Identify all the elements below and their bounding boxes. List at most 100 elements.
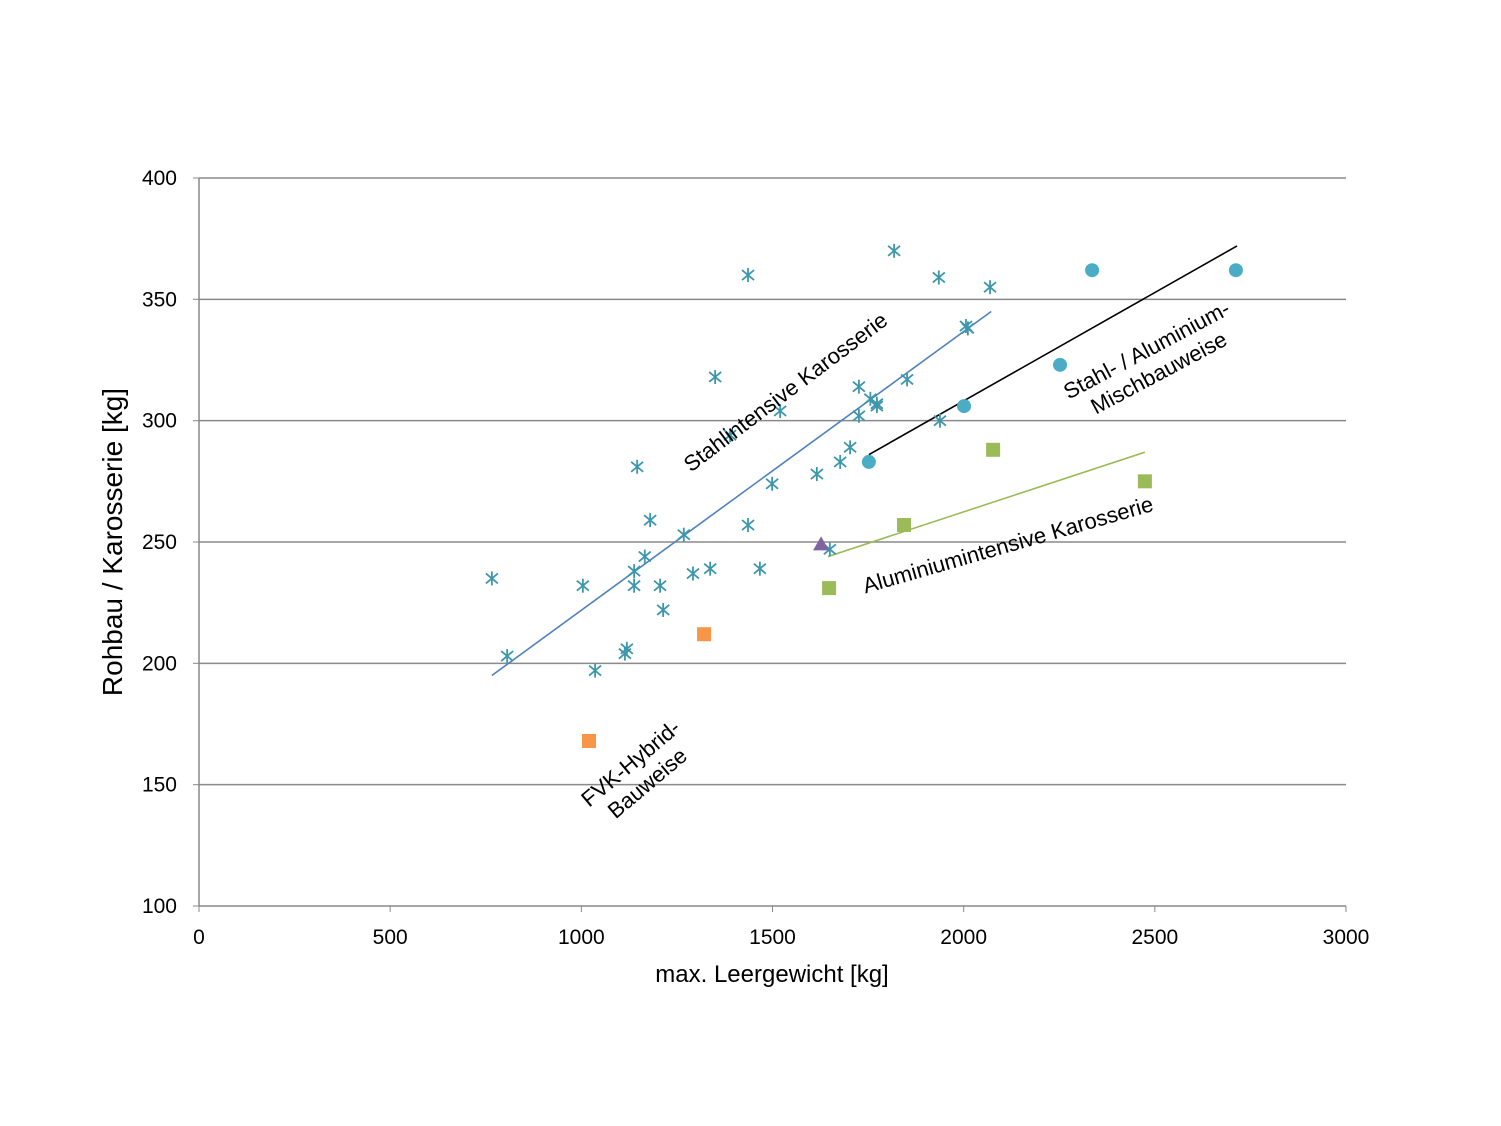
asterisk-stroke xyxy=(485,572,499,585)
asterisk-point xyxy=(708,369,722,384)
asterisk-point xyxy=(932,270,946,285)
asterisk-point xyxy=(638,549,652,564)
asterisk-stroke xyxy=(870,400,884,412)
asterisk-point xyxy=(576,578,590,593)
asterisk-point xyxy=(961,321,975,336)
annotation-mixed: Stahl- / Aluminium- Mischbauweise xyxy=(1059,295,1234,419)
asterisk-stroke xyxy=(638,550,652,563)
asterisk-stroke xyxy=(627,579,641,592)
trendline xyxy=(868,245,1238,456)
asterisk-stroke xyxy=(656,604,670,616)
asterisk-point xyxy=(753,561,767,576)
circle-point xyxy=(1228,263,1243,278)
asterisk-point xyxy=(887,243,901,258)
data-points xyxy=(485,243,1243,748)
asterisk-point xyxy=(627,578,641,593)
asterisk-stroke xyxy=(852,410,866,422)
asterisk-point xyxy=(588,663,602,678)
asterisk-point xyxy=(643,513,657,528)
asterisk-stroke xyxy=(863,393,877,405)
y-axis-label: Rohbau / Karosserie [kg] xyxy=(97,388,128,696)
x-tick-label: 1500 xyxy=(749,926,796,949)
asterisk-stroke xyxy=(753,563,767,575)
asterisk-stroke xyxy=(627,565,641,577)
asterisk-point xyxy=(703,561,717,576)
asterisk-stroke xyxy=(643,514,657,526)
asterisk-point xyxy=(723,428,737,443)
asterisk-stroke xyxy=(686,567,700,580)
asterisk-stroke xyxy=(741,519,755,531)
asterisk-stroke xyxy=(852,381,866,393)
circle-point xyxy=(957,399,972,414)
green-square-point xyxy=(1137,474,1152,489)
asterisk-stroke xyxy=(773,405,787,417)
y-tick-label: 250 xyxy=(142,531,177,554)
x-tick-label: 1000 xyxy=(558,926,605,949)
x-tick-label: 3000 xyxy=(1323,926,1370,949)
asterisk-point xyxy=(852,379,866,394)
asterisk-point xyxy=(653,578,667,593)
asterisk-stroke xyxy=(932,271,946,284)
asterisk-stroke xyxy=(500,650,514,662)
asterisk-stroke xyxy=(630,461,644,473)
asterisk-point xyxy=(765,476,779,491)
asterisk-stroke xyxy=(983,281,997,293)
asterisk-stroke xyxy=(900,373,914,386)
y-tick-label: 200 xyxy=(142,652,177,675)
y-tick-label: 150 xyxy=(142,774,177,797)
asterisk-stroke xyxy=(708,371,722,383)
asterisk-point xyxy=(833,454,847,469)
asterisk-point xyxy=(810,467,824,482)
asterisk-point xyxy=(870,399,884,414)
x-tick-label: 500 xyxy=(373,926,408,949)
orange-square-point xyxy=(581,733,596,748)
asterisk-point xyxy=(773,403,787,418)
trendline xyxy=(827,451,1146,558)
asterisk-point xyxy=(627,564,641,579)
x-tick-labels: 0 500 1000 1500 2000 2500 3000 xyxy=(193,926,1369,949)
asterisk-stroke xyxy=(823,543,837,555)
green-square-point xyxy=(822,581,837,596)
asterisk-stroke xyxy=(588,664,602,677)
trendline xyxy=(491,310,992,677)
asterisk-stroke xyxy=(961,322,975,335)
circle-point xyxy=(861,454,876,469)
asterisk-stroke xyxy=(576,579,590,592)
x-axis-label: max. Leergewicht [kg] xyxy=(655,961,888,988)
asterisk-point xyxy=(630,459,644,474)
asterisk-point xyxy=(677,527,691,542)
asterisk-stroke xyxy=(653,579,667,592)
asterisk-point xyxy=(983,280,997,295)
annotation-alu: Aluminiumintensive Karosserie xyxy=(860,491,1156,598)
asterisk-stroke xyxy=(703,563,717,575)
green-square-point xyxy=(986,442,1001,457)
asterisk-stroke xyxy=(810,468,824,480)
asterisk-stroke xyxy=(765,478,779,490)
orange-square-point xyxy=(697,627,712,642)
asterisk-stroke xyxy=(887,245,901,257)
asterisk-point xyxy=(485,571,499,586)
y-tick-label: 100 xyxy=(142,895,177,918)
trendlines xyxy=(491,245,1238,677)
asterisk-point xyxy=(933,413,947,428)
gridlines xyxy=(193,177,1347,912)
annotation-steel: Stahlintensive Karosserie xyxy=(679,307,892,476)
annotation-fvk: FVK-Hybrid- Bauweise xyxy=(576,715,692,824)
asterisk-stroke xyxy=(741,269,755,281)
green-square-point xyxy=(897,518,912,533)
asterisk-point xyxy=(620,641,634,656)
asterisk-stroke xyxy=(833,456,847,468)
asterisk-stroke xyxy=(620,643,634,655)
x-tick-label: 0 xyxy=(193,926,205,949)
y-tick-label: 300 xyxy=(142,410,177,433)
asterisk-stroke xyxy=(723,429,737,441)
asterisk-point xyxy=(741,518,755,533)
circle-point xyxy=(1085,263,1100,278)
asterisk-point xyxy=(500,649,514,664)
asterisk-stroke xyxy=(677,529,691,541)
x-tick-label: 2500 xyxy=(1131,926,1178,949)
asterisk-point xyxy=(656,602,670,617)
asterisk-stroke xyxy=(843,441,857,454)
circle-point xyxy=(1053,357,1068,372)
